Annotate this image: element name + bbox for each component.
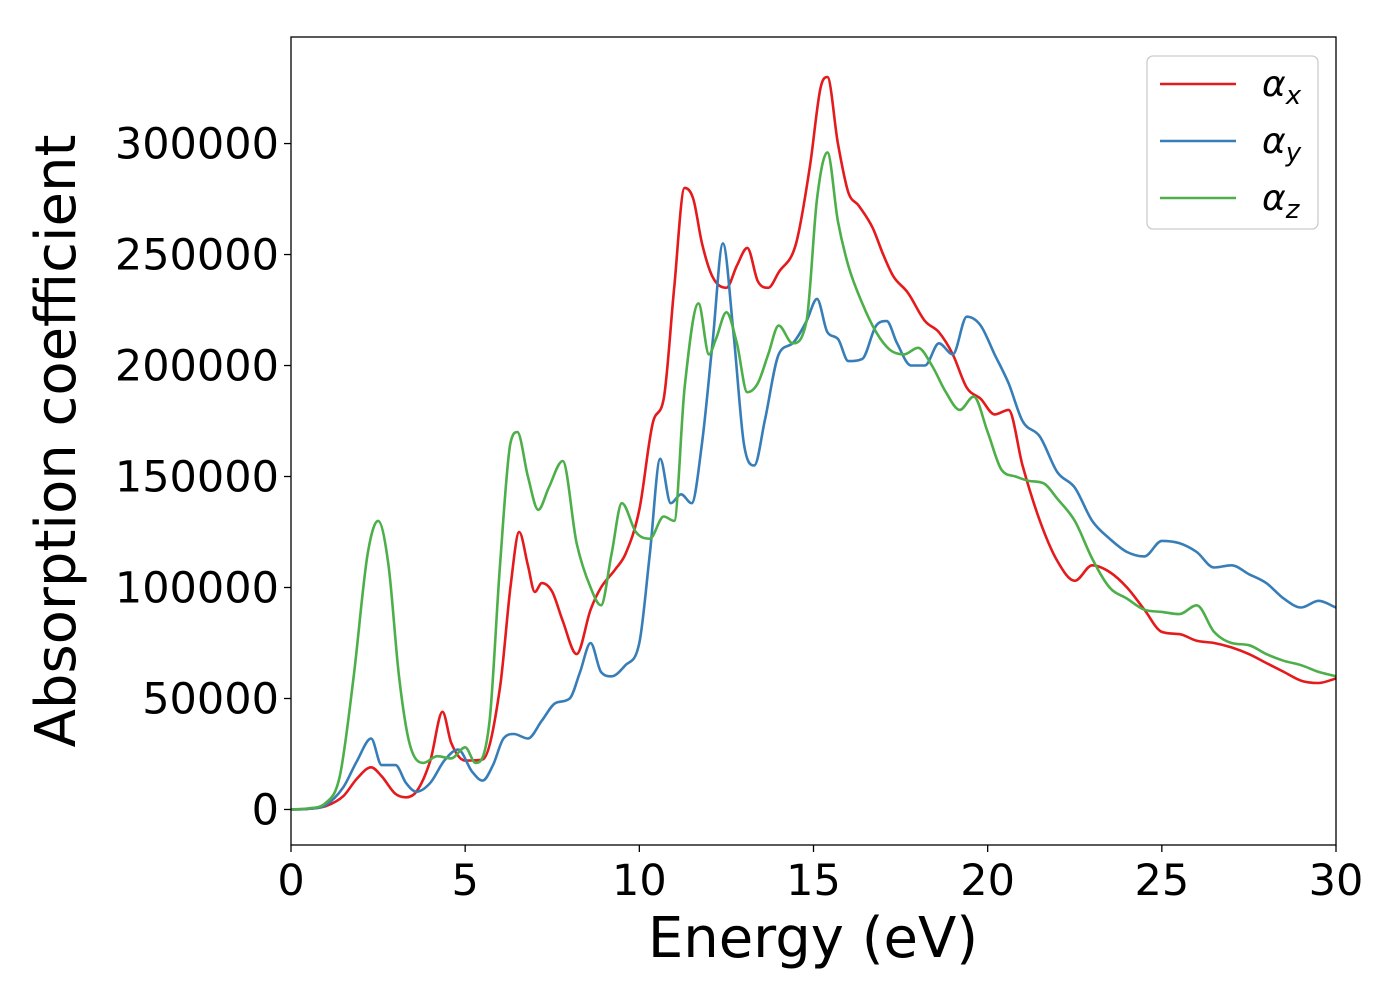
legend-box xyxy=(1146,55,1319,230)
series-line-alpha-y xyxy=(291,242,1336,811)
y-tick-label: 300000 xyxy=(115,120,279,170)
y-tick-label: 0 xyxy=(252,785,279,835)
y-axis-ticks: 0 50000 100000 150000 200000 250000 300000 xyxy=(115,120,291,835)
y-tick-label: 50000 xyxy=(142,674,279,724)
x-axis-ticks: 0 5 10 15 20 25 30 xyxy=(277,845,1363,906)
series-line-alpha-x xyxy=(291,75,1336,811)
x-tick-label: 20 xyxy=(960,856,1015,906)
y-tick-label: 250000 xyxy=(115,231,279,281)
series-line-alpha-z xyxy=(291,151,1336,811)
legend-label-alpha-z: αz xyxy=(1262,178,1301,225)
x-axis-label: Energy (eV) xyxy=(648,906,978,971)
y-tick-label: 150000 xyxy=(115,453,279,503)
x-tick-label: 0 xyxy=(277,856,304,906)
x-tick-label: 25 xyxy=(1134,856,1189,906)
series-layer xyxy=(291,75,1336,811)
x-tick-label: 30 xyxy=(1309,856,1364,906)
x-tick-label: 5 xyxy=(451,856,478,906)
y-axis-label: Absorption coefficient xyxy=(24,135,89,748)
x-tick-label: 15 xyxy=(786,856,841,906)
x-tick-label: 10 xyxy=(612,856,667,906)
y-tick-label: 200000 xyxy=(115,342,279,392)
y-tick-label: 100000 xyxy=(115,564,279,614)
